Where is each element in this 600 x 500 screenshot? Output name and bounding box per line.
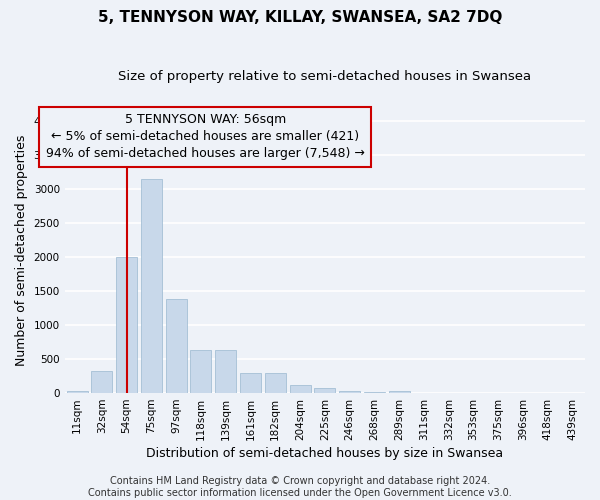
Bar bbox=[116, 257, 137, 393]
Bar bbox=[141, 179, 162, 393]
Bar bbox=[215, 350, 236, 393]
Bar bbox=[265, 372, 286, 393]
Bar bbox=[389, 391, 410, 393]
Bar bbox=[290, 385, 311, 393]
Text: 5 TENNYSON WAY: 56sqm
← 5% of semi-detached houses are smaller (421)
94% of semi: 5 TENNYSON WAY: 56sqm ← 5% of semi-detac… bbox=[46, 114, 365, 160]
Bar bbox=[91, 370, 112, 393]
Text: Contains HM Land Registry data © Crown copyright and database right 2024.
Contai: Contains HM Land Registry data © Crown c… bbox=[88, 476, 512, 498]
Bar bbox=[339, 391, 360, 393]
Bar bbox=[314, 388, 335, 393]
Text: 5, TENNYSON WAY, KILLAY, SWANSEA, SA2 7DQ: 5, TENNYSON WAY, KILLAY, SWANSEA, SA2 7D… bbox=[98, 10, 502, 25]
Bar bbox=[364, 392, 385, 393]
Y-axis label: Number of semi-detached properties: Number of semi-detached properties bbox=[15, 134, 28, 366]
Bar bbox=[190, 350, 211, 393]
X-axis label: Distribution of semi-detached houses by size in Swansea: Distribution of semi-detached houses by … bbox=[146, 447, 503, 460]
Bar bbox=[240, 372, 261, 393]
Title: Size of property relative to semi-detached houses in Swansea: Size of property relative to semi-detach… bbox=[118, 70, 532, 83]
Bar bbox=[166, 300, 187, 393]
Bar bbox=[67, 391, 88, 393]
